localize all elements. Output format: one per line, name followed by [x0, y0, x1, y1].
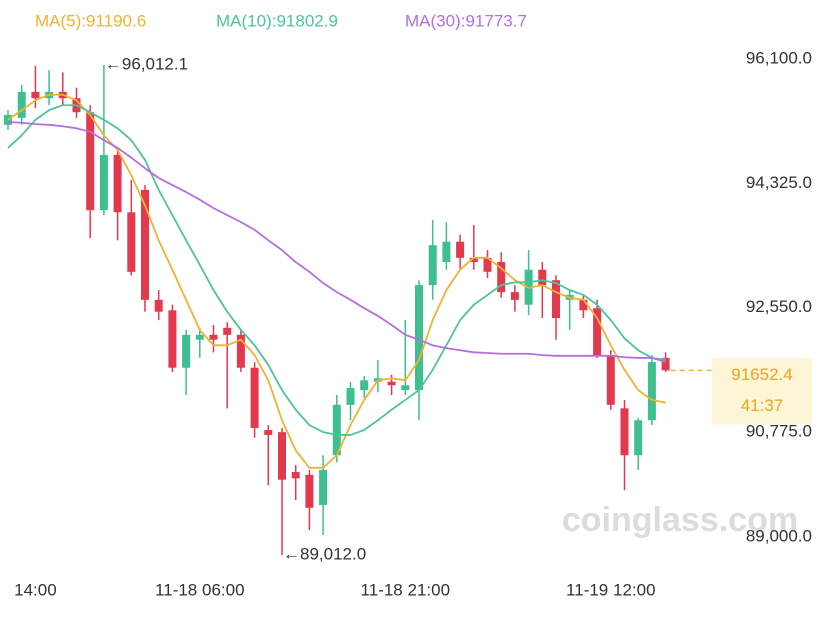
candle-body	[236, 334, 245, 368]
candle-body	[31, 91, 40, 99]
candle-body	[401, 385, 410, 391]
candle-body	[127, 212, 136, 272]
candle-body	[579, 299, 588, 311]
candle-body	[168, 310, 177, 368]
candle-body	[99, 154, 108, 211]
candle-body	[620, 408, 629, 456]
candle-body	[195, 334, 204, 340]
candle-body	[469, 257, 478, 263]
candle-body	[538, 269, 547, 286]
candle-body	[278, 432, 286, 480]
candle-body	[209, 334, 218, 340]
candle-body	[606, 355, 615, 405]
candle-body	[141, 189, 149, 300]
y-tick-label: 94,325.0	[746, 173, 812, 192]
candle-body	[415, 285, 423, 391]
extreme-label: ←89,012.0	[283, 545, 366, 564]
ma-line	[7, 104, 666, 436]
candle-body	[497, 262, 506, 293]
candle-body	[360, 380, 369, 391]
y-tick-label: 89,000.0	[746, 526, 812, 545]
candle-body	[223, 327, 232, 335]
candle-body	[647, 362, 656, 421]
candle-body	[113, 154, 122, 213]
candle-body	[483, 257, 492, 272]
y-tick-label: 96,100.0	[746, 48, 812, 67]
candle-body	[319, 469, 328, 505]
candle-body	[4, 115, 12, 125]
y-tick-label: 90,775.0	[746, 421, 812, 440]
candle-body	[17, 91, 26, 118]
candle-body	[552, 280, 560, 319]
candle-body	[264, 430, 273, 435]
candle-body	[291, 472, 300, 479]
x-tick-label: 11-18 06:00	[155, 580, 244, 599]
candle-body	[154, 299, 163, 312]
ma-line	[7, 93, 666, 469]
candle-body	[661, 357, 670, 371]
candle-body	[387, 381, 396, 386]
candle-body	[456, 241, 465, 258]
candle-body	[634, 420, 643, 456]
candle-body	[182, 334, 191, 368]
legend-entry: MA(30):91773.7	[405, 11, 527, 30]
legend-entry: MA(5):91190.6	[35, 11, 146, 30]
x-tick-label: 11-19 12:00	[566, 580, 655, 599]
candle-body	[428, 245, 437, 286]
extreme-label: ←96,012.1	[105, 55, 188, 74]
watermark: coinglass.com	[562, 501, 798, 539]
candle-body	[332, 404, 341, 456]
last-price-label: 91652.4	[731, 365, 792, 384]
x-tick-label: 11-18 21:00	[361, 580, 450, 599]
legend-entry: MA(10):91802.9	[216, 11, 338, 30]
countdown-label: 41:37	[741, 396, 784, 415]
candle-body	[346, 388, 355, 405]
candle-body	[86, 112, 95, 211]
candle-body	[593, 308, 602, 356]
candle-body	[510, 292, 519, 300]
candle-body	[442, 241, 451, 263]
ma-line	[7, 121, 666, 363]
candle-body	[250, 367, 259, 428]
x-tick-label: 14:00	[14, 580, 57, 599]
y-tick-label: 92,550.0	[746, 297, 812, 316]
price-tag	[712, 358, 812, 425]
candle-body	[305, 474, 314, 508]
